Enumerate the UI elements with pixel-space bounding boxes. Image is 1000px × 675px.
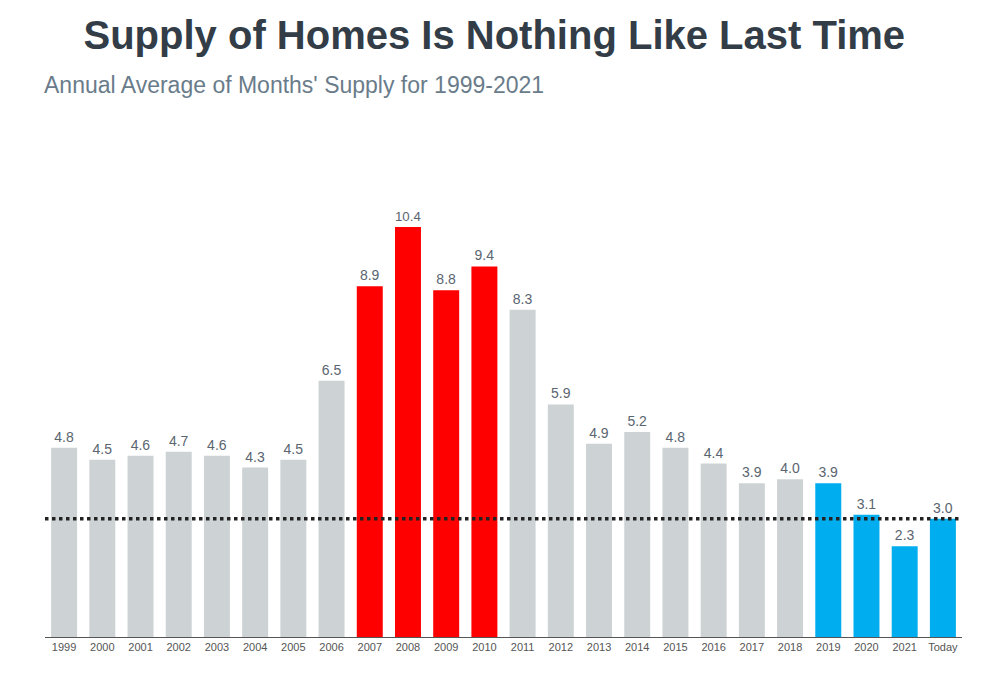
svg-text:9.4: 9.4 bbox=[475, 247, 495, 263]
svg-text:8.9: 8.9 bbox=[360, 267, 380, 283]
svg-text:4.8: 4.8 bbox=[666, 429, 686, 445]
svg-text:3.9: 3.9 bbox=[818, 464, 838, 480]
svg-text:4.4: 4.4 bbox=[704, 445, 724, 461]
svg-text:2010: 2010 bbox=[472, 641, 496, 653]
svg-text:2013: 2013 bbox=[587, 641, 611, 653]
svg-text:4.6: 4.6 bbox=[207, 437, 227, 453]
svg-text:4.5: 4.5 bbox=[284, 441, 304, 457]
svg-text:4.0: 4.0 bbox=[780, 460, 800, 476]
svg-text:2003: 2003 bbox=[205, 641, 229, 653]
svg-text:3.9: 3.9 bbox=[742, 464, 762, 480]
svg-text:4.5: 4.5 bbox=[92, 441, 112, 457]
svg-text:4.6: 4.6 bbox=[131, 437, 151, 453]
svg-text:2020: 2020 bbox=[854, 641, 878, 653]
svg-text:2009: 2009 bbox=[434, 641, 458, 653]
svg-text:2011: 2011 bbox=[511, 641, 535, 653]
svg-text:8.3: 8.3 bbox=[513, 291, 533, 307]
svg-text:2018: 2018 bbox=[778, 641, 802, 653]
svg-text:2002: 2002 bbox=[166, 641, 190, 653]
svg-text:2006: 2006 bbox=[319, 641, 343, 653]
svg-text:4.7: 4.7 bbox=[169, 433, 189, 449]
svg-text:2004: 2004 bbox=[243, 641, 267, 653]
svg-text:8.8: 8.8 bbox=[436, 271, 456, 287]
svg-text:2019: 2019 bbox=[816, 641, 840, 653]
svg-text:4.3: 4.3 bbox=[245, 449, 265, 465]
svg-text:Supply of Homes Is Nothing Lik: Supply of Homes Is Nothing Like Last Tim… bbox=[84, 13, 906, 57]
svg-text:6.5: 6.5 bbox=[322, 362, 342, 378]
svg-text:3.1: 3.1 bbox=[857, 496, 877, 512]
svg-text:2007: 2007 bbox=[358, 641, 382, 653]
svg-text:2014: 2014 bbox=[625, 641, 649, 653]
svg-text:2017: 2017 bbox=[740, 641, 764, 653]
svg-text:1999: 1999 bbox=[52, 641, 76, 653]
svg-text:2001: 2001 bbox=[128, 641, 152, 653]
svg-text:Annual Average of Months' Supp: Annual Average of Months' Supply for 199… bbox=[44, 72, 544, 98]
svg-text:Today: Today bbox=[928, 641, 958, 653]
svg-text:2005: 2005 bbox=[281, 641, 305, 653]
svg-text:2000: 2000 bbox=[90, 641, 114, 653]
svg-text:2.3: 2.3 bbox=[895, 527, 915, 543]
svg-text:5.9: 5.9 bbox=[551, 385, 571, 401]
svg-text:10.4: 10.4 bbox=[395, 209, 421, 224]
svg-text:4.9: 4.9 bbox=[589, 425, 609, 441]
svg-text:2008: 2008 bbox=[396, 641, 420, 653]
svg-text:2021: 2021 bbox=[892, 641, 916, 653]
svg-text:4.8: 4.8 bbox=[54, 429, 74, 445]
svg-text:2015: 2015 bbox=[663, 641, 687, 653]
svg-text:2012: 2012 bbox=[549, 641, 573, 653]
svg-text:5.2: 5.2 bbox=[627, 413, 647, 429]
svg-text:3.0: 3.0 bbox=[933, 500, 953, 516]
svg-text:2016: 2016 bbox=[701, 641, 725, 653]
